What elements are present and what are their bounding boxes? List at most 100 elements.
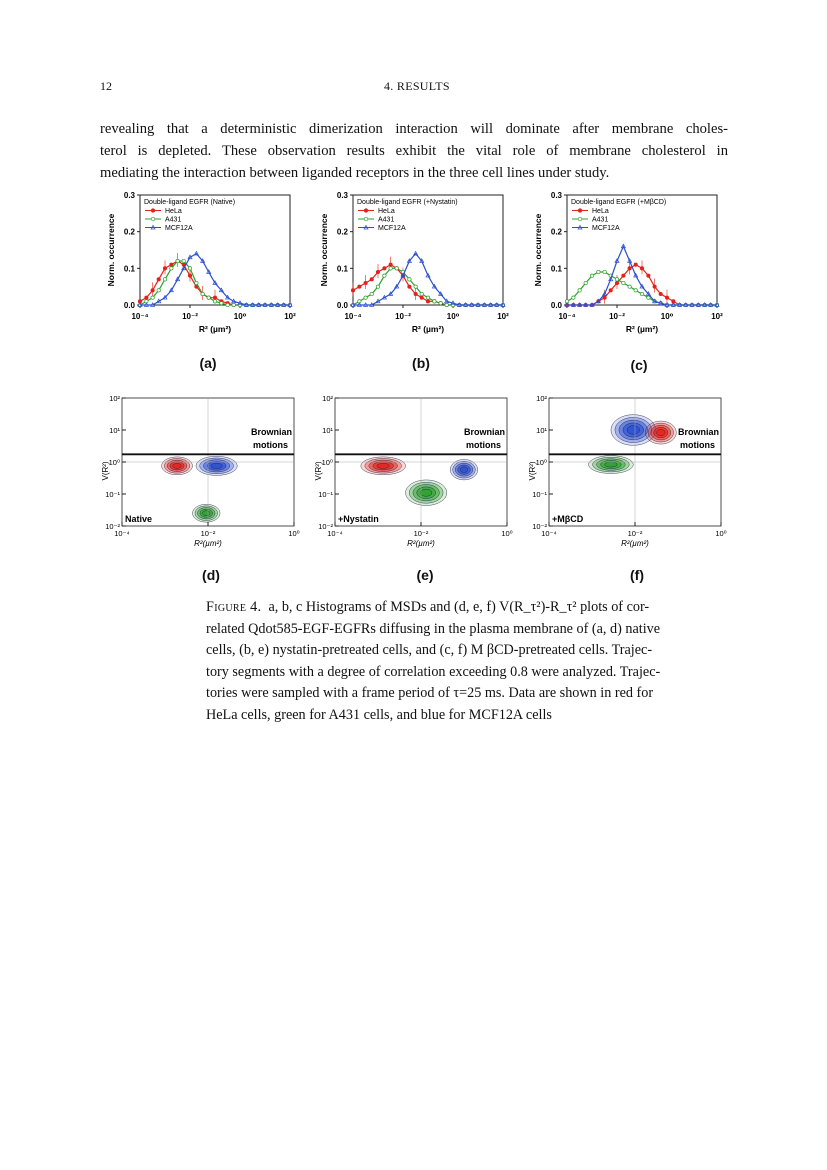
- panel-tag-f: (f): [630, 567, 644, 583]
- data-point: [144, 295, 149, 300]
- data-point: [150, 295, 155, 300]
- data-point: [627, 284, 632, 289]
- y-tick-label: 10⁻¹: [318, 490, 333, 499]
- data-point: [169, 262, 174, 267]
- data-point: [689, 302, 695, 307]
- data-point: [602, 295, 607, 300]
- data-point: [695, 302, 701, 307]
- data-point: [350, 288, 356, 293]
- data-point: [652, 298, 658, 304]
- y-tick-label: 0.1: [551, 264, 563, 273]
- data-point: [256, 302, 262, 307]
- data-point: [431, 283, 437, 289]
- data-point: [375, 284, 381, 289]
- data-point: [356, 302, 362, 307]
- data-point: [664, 295, 670, 300]
- data-point: [645, 291, 651, 296]
- x-tick-label: 10²: [711, 312, 723, 321]
- data-point: [400, 272, 406, 278]
- data-point: [388, 262, 393, 267]
- data-point: [608, 276, 614, 282]
- x-tick-label: 10⁻²: [414, 529, 429, 538]
- data-point: [577, 302, 583, 307]
- data-point: [702, 302, 708, 307]
- data-point: [627, 266, 632, 271]
- data-point: [413, 291, 418, 297]
- data-point: [627, 258, 633, 263]
- data-point: [714, 302, 720, 307]
- data-point: [407, 284, 412, 289]
- section-header: 4. RESULTS: [384, 79, 450, 93]
- data-point: [250, 302, 256, 307]
- legend-marker: [363, 208, 369, 213]
- data-point: [231, 302, 236, 308]
- legend-marker: [577, 224, 583, 230]
- data-point: [150, 288, 155, 293]
- legend-marker: [577, 208, 583, 213]
- y-tick-label: 10⁰: [322, 458, 333, 467]
- data-point: [194, 280, 199, 286]
- data-point: [652, 284, 657, 289]
- legend-label-hela: HeLa: [592, 208, 609, 215]
- y-tick-label: 10⁰: [109, 458, 120, 467]
- legend-title: Double-ligand EGFR (+Nystatin): [357, 199, 458, 206]
- data-point: [382, 273, 387, 278]
- data-point: [677, 302, 683, 307]
- y-tick-label: 0.1: [337, 264, 349, 273]
- legend-label-mcf12a: MCF12A: [592, 225, 620, 232]
- data-point: [237, 300, 243, 305]
- legend-label-hela: HeLa: [378, 208, 395, 215]
- legend-label-mcf12a: MCF12A: [165, 225, 193, 232]
- data-point: [664, 302, 670, 307]
- data-point: [614, 258, 620, 263]
- panel-tag-b: (b): [412, 355, 430, 371]
- legend-marker: [150, 224, 156, 230]
- data-point: [444, 302, 449, 308]
- annotation-motions: motions: [680, 440, 715, 450]
- data-point: [156, 288, 161, 293]
- x-tick-label: 10⁻⁴: [327, 529, 343, 538]
- data-point: [206, 269, 212, 274]
- condition-label: +Nystatin: [338, 514, 379, 524]
- annotation-motions: motions: [466, 440, 501, 450]
- data-point: [425, 299, 431, 304]
- data-point: [382, 266, 387, 271]
- x-axis-label: R²(µm²): [407, 539, 435, 548]
- y-axis-label: V(R²): [101, 461, 110, 480]
- x-axis-label: R²(µm²): [621, 539, 649, 548]
- y-tick-label: 10²: [322, 394, 333, 403]
- data-point: [169, 266, 174, 271]
- x-tick-label: 10⁻⁴: [541, 529, 557, 538]
- data-point: [419, 258, 425, 263]
- caption-line-1: Figure 4. a, b, c Histograms of MSDs and…: [206, 599, 650, 615]
- x-tick-label: 10⁰: [234, 312, 247, 321]
- data-point: [162, 277, 168, 282]
- x-tick-label: 10⁻⁴: [558, 312, 575, 321]
- data-point: [463, 302, 469, 307]
- data-point: [268, 302, 274, 307]
- density-contour-hela: [376, 463, 390, 469]
- data-point: [450, 300, 456, 305]
- data-point: [219, 301, 224, 306]
- body-line: mediating the interaction between ligand…: [100, 165, 610, 181]
- data-point: [419, 295, 424, 300]
- y-tick-label: 10⁻²: [532, 522, 547, 531]
- data-point: [394, 266, 399, 271]
- y-tick-label: 0.3: [337, 191, 349, 200]
- data-point: [413, 284, 418, 289]
- plot-frame: [566, 194, 718, 306]
- data-point: [363, 295, 368, 300]
- data-point: [243, 302, 249, 307]
- data-point: [639, 266, 645, 271]
- y-axis-label: V(R²): [314, 461, 323, 480]
- legend-marker: [150, 216, 156, 222]
- data-point: [500, 302, 506, 307]
- legend-marker: [577, 216, 583, 222]
- caption-line-2: related Qdot585-EGF-EGFRs diffusing in t…: [206, 620, 661, 637]
- data-point: [658, 300, 664, 305]
- x-tick-label: 10⁰: [661, 312, 674, 321]
- data-point: [206, 295, 211, 300]
- data-point: [494, 302, 500, 307]
- data-point: [595, 298, 601, 304]
